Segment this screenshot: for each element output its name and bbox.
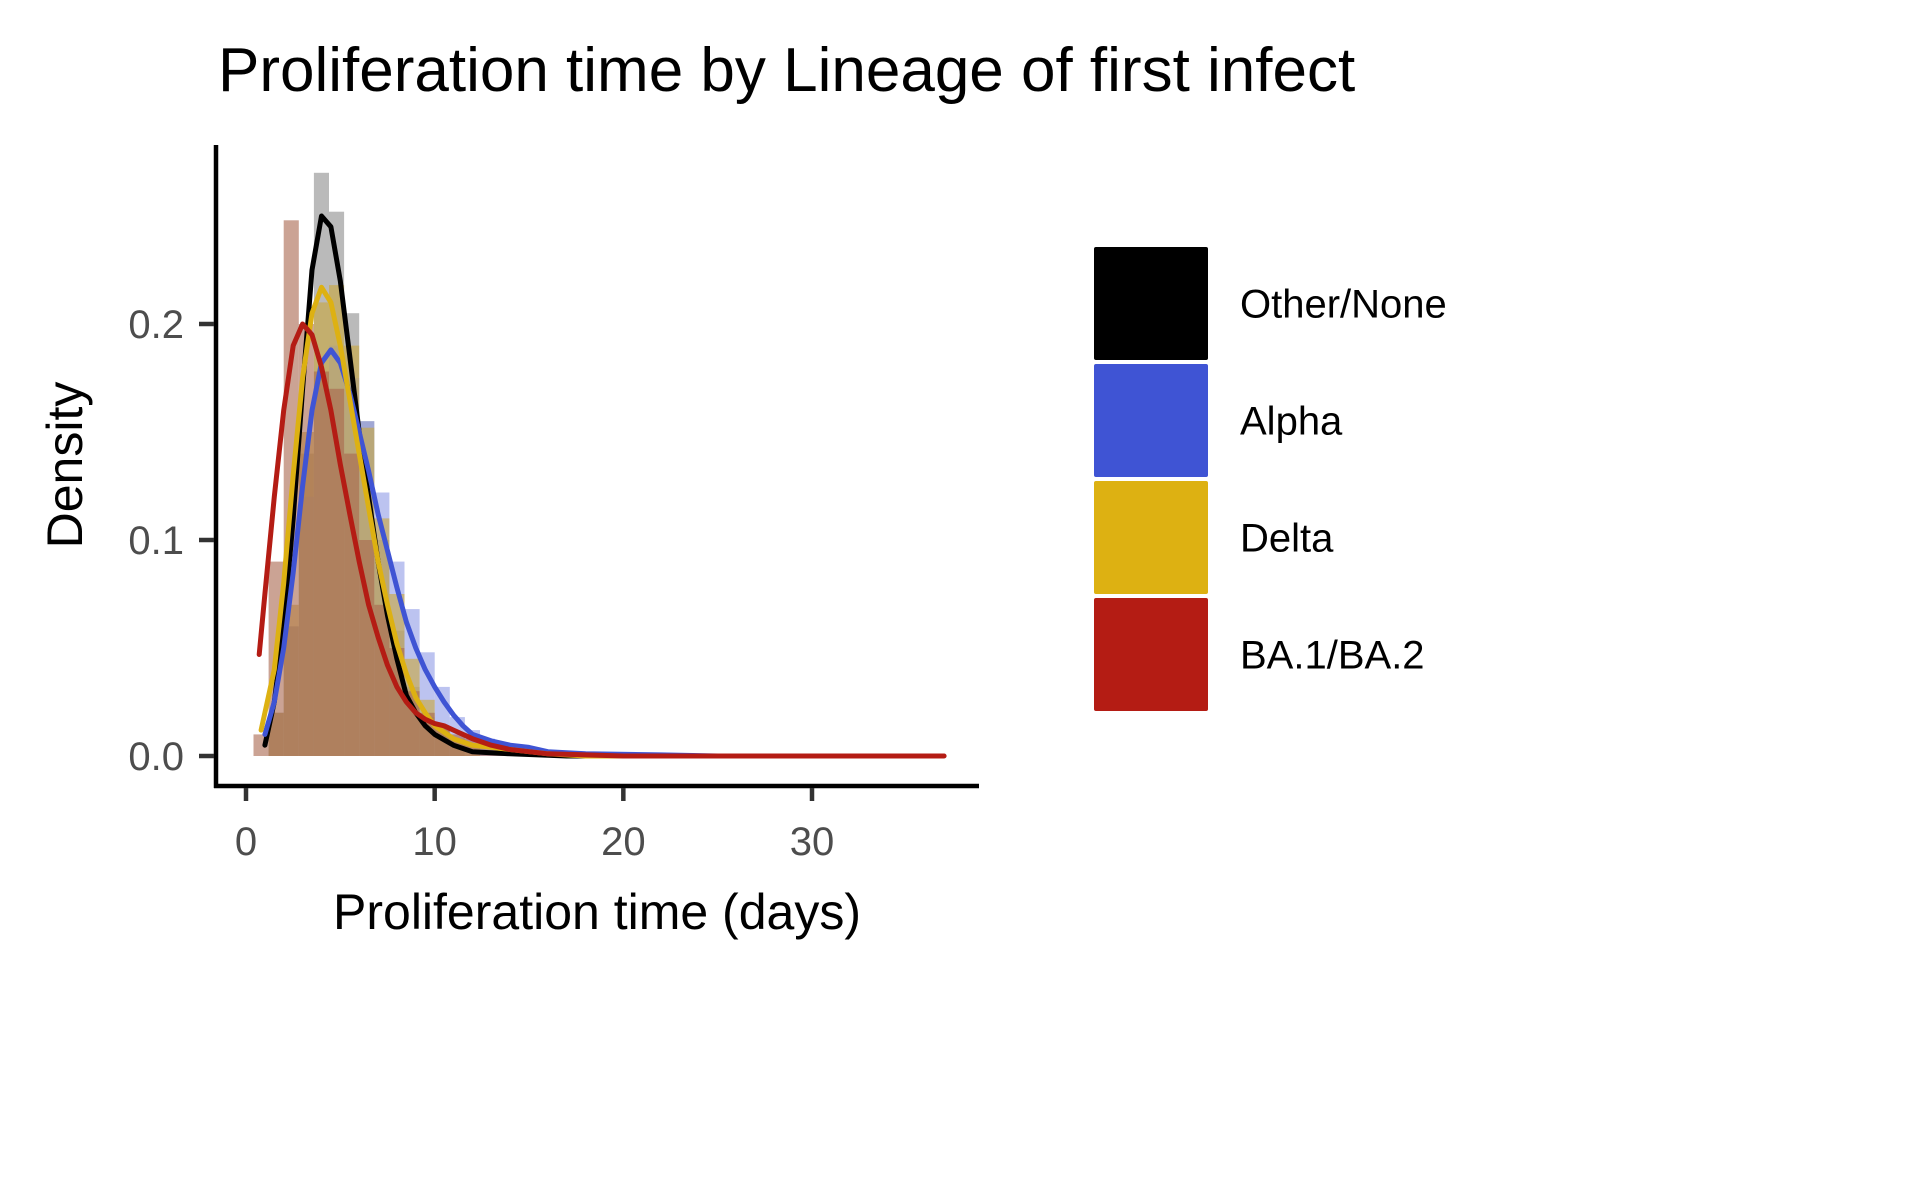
legend-key [1094,247,1208,360]
legend-label: Other/None [1240,283,1447,327]
x-tick-label: 10 [412,820,457,864]
legend-item-ba-1-ba-2: BA.1/BA.2 [1094,598,1425,711]
x-tick-label: 20 [601,820,646,864]
legend-label: Delta [1240,517,1334,561]
density-chart: Proliferation time by Lineage of first i… [37,36,1447,940]
legend-label: Alpha [1240,400,1343,444]
density-line-delta [258,284,702,759]
y-tick-label: 0.2 [128,303,184,347]
x-axis-ticks: 0 10 20 30 [235,788,834,864]
legend-key [1094,598,1208,711]
legend-item-other-none: Other/None [1094,247,1447,360]
chart-title: Proliferation time by Lineage of first i… [218,36,1355,105]
x-tick-label: 0 [235,820,257,864]
y-tick-label: 0.0 [128,735,184,779]
legend-item-alpha: Alpha [1094,364,1343,477]
histogram-bar [344,453,360,756]
legend-key [1094,364,1208,477]
histogram-bar [359,540,375,756]
histogram-bar [313,371,329,756]
y-axis-title: Density [37,382,93,549]
density-curves-layer [256,213,947,759]
x-axis-title: Proliferation time (days) [333,884,861,940]
x-tick-label: 30 [790,820,835,864]
legend-key [1094,481,1208,594]
density-line-alpha [262,347,815,759]
y-tick-label: 0.1 [128,519,184,563]
histogram-bar [329,388,345,756]
legend: Other/None Alpha Delta BA.1/BA.2 [1094,247,1447,711]
legend-item-delta: Delta [1094,481,1334,594]
legend-label: BA.1/BA.2 [1240,634,1425,678]
density-line-ba-1-ba-2 [256,321,947,759]
y-axis-ticks: 0.0 0.1 0.2 [128,303,214,779]
